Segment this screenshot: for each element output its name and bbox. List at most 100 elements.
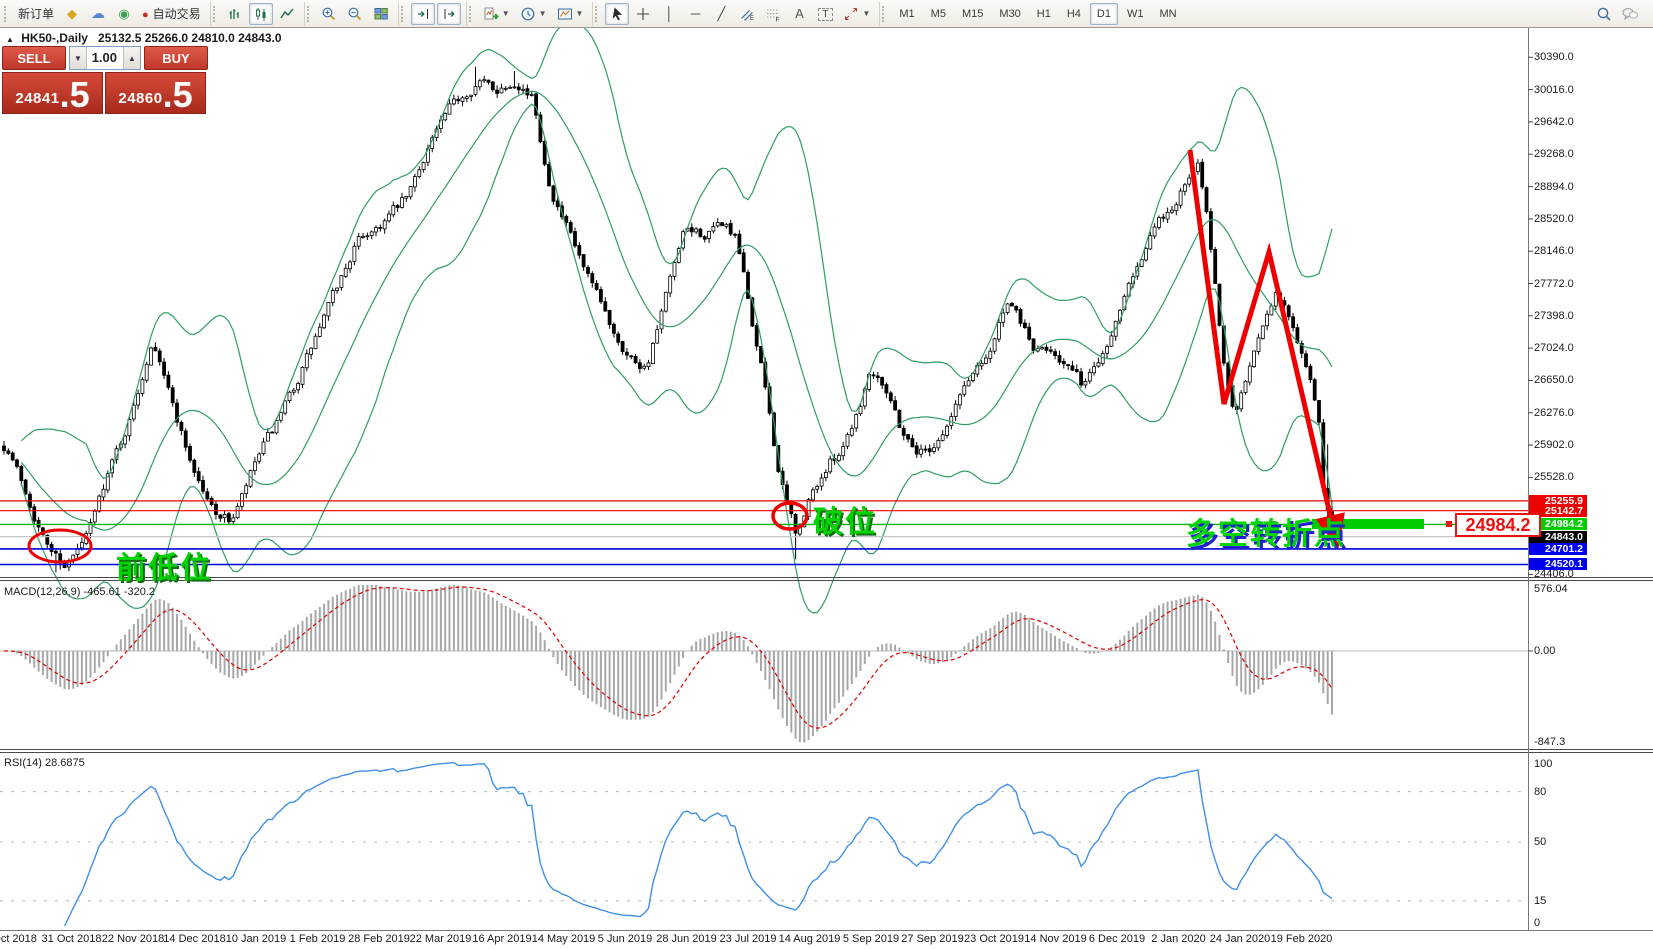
toolbar-group-orders: 新订单 ◆ ☁ ◉ ● 自动交易 <box>2 2 210 26</box>
toolbar-group-zoom <box>303 1 398 26</box>
zoom-in-button[interactable] <box>317 3 341 25</box>
periods-button[interactable]: ▼ <box>516 3 551 25</box>
toolbar-group-chart-types <box>209 1 304 26</box>
zoom-out-button[interactable] <box>343 3 367 25</box>
rsi-scale-tick: 0 <box>1534 917 1541 929</box>
annotation-turning-point[interactable]: 多空转折点 <box>1186 517 1346 552</box>
timeframe-w1[interactable]: W1 <box>1126 7 1144 20</box>
highlight-ellipse-breakout[interactable] <box>771 501 809 531</box>
price-label: 24520.1 <box>1529 558 1587 570</box>
navigator-icon: ☁ <box>91 5 106 21</box>
rsi-scale-tick: 15 <box>1534 895 1547 907</box>
buy-price-tile[interactable]: 24860 .5 <box>105 72 206 114</box>
price-axis-tick: 29642.0 <box>1534 116 1574 128</box>
chart-bars-button[interactable] <box>223 3 247 25</box>
auto-scroll-button[interactable] <box>410 2 435 25</box>
toolbar-grip <box>595 5 599 22</box>
timeframe-h1[interactable]: H1 <box>1036 7 1051 20</box>
arrows-button[interactable]: ▼ <box>839 3 874 25</box>
fibonacci-button[interactable]: F <box>761 3 785 25</box>
zoom-in-icon <box>321 6 337 22</box>
timeframe-m30[interactable]: M30 <box>999 7 1021 20</box>
strategy-tester-button[interactable]: ◉ <box>112 3 136 25</box>
channel-icon: E <box>739 6 755 22</box>
toolbar-group-timeframes: M1 M5 M15 M30 H1 H4 D1 W1 MN <box>879 1 1188 26</box>
price-axis-tick: 28894.0 <box>1534 181 1574 193</box>
timeframe-m15[interactable]: M15 <box>961 7 984 20</box>
chart-line-button[interactable] <box>275 3 299 25</box>
trendline-button[interactable]: ╱ <box>709 3 733 25</box>
date-label: 14 Aug 2019 <box>778 933 841 945</box>
text-label-button[interactable]: T <box>813 3 837 25</box>
callout-connector-handle[interactable] <box>1446 521 1452 527</box>
vline-button[interactable]: │ <box>657 3 681 25</box>
crosshair-icon <box>635 6 651 22</box>
rsi-scale-tick: 50 <box>1534 836 1547 848</box>
timeframe-h4[interactable]: H4 <box>1066 7 1081 20</box>
price-label: 24843.0 <box>1529 531 1587 543</box>
fibonacci-icon: F <box>765 6 781 22</box>
search-button[interactable] <box>1592 3 1616 25</box>
rsi-scale-tick: 80 <box>1534 786 1547 798</box>
rsi-scale-tick: 100 <box>1534 758 1553 770</box>
market-watch-button[interactable]: ◆ <box>60 3 84 25</box>
chart-candles-icon <box>253 6 269 22</box>
market-watch-icon: ◆ <box>67 5 78 21</box>
volume-input[interactable]: 1.00 <box>91 50 117 65</box>
price-callout-label[interactable]: 24984.2 <box>1455 513 1541 537</box>
channel-button[interactable]: E <box>735 3 759 25</box>
buy-price-big: .5 <box>162 73 193 115</box>
annotation-prev-low[interactable]: 前低位 <box>116 551 212 586</box>
main-toolbar: 新订单 ◆ ☁ ◉ ● 自动交易 ▼ ▼ ▼ │ ─ ╱ E F A T ▼ M1 M5 M15 M30 H1 H4 D1 W1… <box>0 0 1653 28</box>
date-label: 27 Sep 2019 <box>901 933 964 945</box>
volume-decrease-button[interactable]: ▼ <box>70 47 87 69</box>
navigator-button[interactable]: ☁ <box>86 3 110 25</box>
macd-indicator-label: MACD(12,26,9) -465.61 -320.2 <box>4 586 156 598</box>
crosshair-button[interactable] <box>631 3 655 25</box>
timeframe-mn[interactable]: MN <box>1159 7 1177 20</box>
timeframe-m1[interactable]: M1 <box>899 7 915 20</box>
toolbar-group-scroll <box>397 1 466 26</box>
indicators-button[interactable]: ▼ <box>479 3 514 25</box>
support-highlight-bar[interactable] <box>1312 519 1424 529</box>
symbol-name: HK50-,Daily <box>21 31 88 45</box>
svg-text:E: E <box>750 16 754 22</box>
timeframe-m5[interactable]: M5 <box>930 7 946 20</box>
cursor-button[interactable] <box>605 2 630 25</box>
toolbar-group-draw: │ ─ ╱ E F A T ▼ <box>592 1 879 26</box>
sell-price-tile[interactable]: 24841 .5 <box>2 72 103 114</box>
new-order-button[interactable]: 新订单 <box>18 7 55 21</box>
chart-collapse-icon[interactable]: ▲ <box>6 35 14 44</box>
highlight-ellipse-prev-low[interactable] <box>27 528 93 564</box>
price-label: 24984.2 <box>1529 518 1587 530</box>
chart-candles-button[interactable] <box>248 2 273 25</box>
chat-button[interactable] <box>1618 3 1642 25</box>
text-button[interactable]: A <box>787 3 811 25</box>
price-label: 24701.2 <box>1529 543 1587 555</box>
templates-icon <box>557 6 573 22</box>
trend-arrow[interactable] <box>1187 149 1345 550</box>
price-level-lines <box>0 500 1528 566</box>
dropdown-arrow-icon: ▼ <box>501 9 510 18</box>
timeframe-d1[interactable]: D1 <box>1089 2 1118 25</box>
annotation-breakout[interactable]: 破位 <box>813 505 877 540</box>
periods-icon <box>520 6 536 22</box>
chart-line-icon <box>279 6 295 22</box>
toolbar-grip <box>306 5 311 22</box>
tile-windows-button[interactable] <box>369 3 393 25</box>
chart-shift-button[interactable] <box>436 2 461 25</box>
sell-button[interactable]: SELL <box>2 46 66 70</box>
hline-button[interactable]: ─ <box>683 3 707 25</box>
auto-trading-button[interactable]: ● 自动交易 <box>142 7 201 21</box>
volume-stepper: ▼ 1.00 ▲ <box>69 46 141 70</box>
buy-button[interactable]: BUY <box>144 46 208 70</box>
price-axis-tick: 28520.0 <box>1534 213 1574 225</box>
trendline-icon: ╱ <box>717 5 726 21</box>
date-label: 22 Nov 2018 <box>101 933 165 945</box>
volume-increase-button[interactable]: ▲ <box>123 47 140 69</box>
date-label: 16 Apr 2019 <box>472 933 532 945</box>
buy-price-main: 24860 <box>118 90 163 107</box>
templates-button[interactable]: ▼ <box>553 3 588 25</box>
price-label: 25255.9 <box>1529 495 1587 507</box>
chart-bars-icon <box>227 6 243 22</box>
